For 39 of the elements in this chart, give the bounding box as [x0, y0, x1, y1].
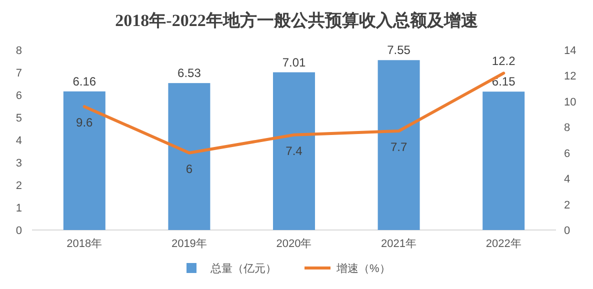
x-tick-label: 2020年	[276, 238, 312, 250]
y2-tick-label: 8	[564, 122, 570, 134]
y-tick-label: 3	[16, 158, 22, 170]
bar	[168, 83, 210, 230]
legend-label: 总量（亿元）	[210, 262, 276, 275]
legend-label: 增速（%）	[336, 262, 390, 275]
x-tick-label: 2021年	[381, 238, 417, 250]
x-tick-label: 2019年	[171, 238, 207, 250]
y-tick-label: 7	[16, 68, 22, 80]
y-tick-label: 4	[16, 135, 22, 147]
x-tick-label: 2022年	[486, 238, 522, 250]
y2-tick-label: 6	[564, 148, 570, 160]
bar	[63, 91, 106, 230]
data-label: 6.53	[178, 66, 202, 80]
chart-title: 2018年-2022年地方一般公共预算收入总额及增速	[115, 11, 478, 30]
data-label: 6	[186, 162, 193, 176]
data-label: 7.4	[286, 144, 303, 158]
y2-tick-label: 0	[564, 225, 570, 237]
data-label: 9.6	[76, 116, 94, 130]
y-tick-label: 1	[16, 202, 22, 214]
data-label: 7.7	[390, 140, 408, 154]
y2-tick-label: 2	[564, 199, 570, 212]
y2-tick-label: 12	[564, 70, 576, 83]
y-tick-label: 5	[16, 112, 22, 124]
y2-tick-label: 10	[564, 96, 576, 108]
bar	[273, 72, 315, 230]
y-tick-label: 8	[16, 45, 22, 57]
data-label: 7.01	[282, 55, 306, 70]
data-label: 7.55	[387, 43, 411, 58]
bar	[482, 92, 525, 230]
y2-tick-label: 4	[564, 174, 570, 186]
bar	[378, 60, 420, 230]
y2-tick-label: 14	[564, 45, 576, 57]
y-tick-label: 0	[16, 225, 22, 237]
data-label: 6.16	[72, 74, 96, 88]
y-tick-label: 2	[16, 180, 22, 192]
x-tick-label: 2018年	[66, 238, 102, 250]
data-label: 12.2	[492, 54, 516, 68]
y-tick-label: 6	[16, 90, 22, 102]
